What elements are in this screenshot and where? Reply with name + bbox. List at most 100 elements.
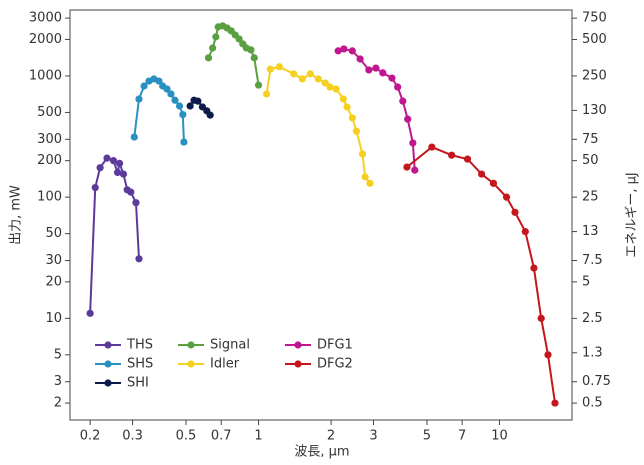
data-point: [119, 170, 128, 178]
y-tick-label: 3: [54, 374, 62, 389]
legend-label: Idler: [210, 357, 240, 372]
data-point: [356, 55, 364, 63]
y-tick-label: 500: [37, 105, 62, 120]
data-point: [179, 110, 187, 119]
y-tick-label: 1000: [29, 68, 62, 83]
series-line: [265, 65, 371, 184]
y2-tick-label: 5: [582, 274, 590, 289]
legend-label: Signal: [210, 338, 250, 353]
data-point: [463, 155, 472, 163]
legend-label: SHI: [127, 376, 149, 391]
series: [186, 96, 214, 119]
data-point: [103, 154, 111, 162]
data-point: [544, 351, 552, 359]
data-point: [86, 309, 94, 317]
data-point: [321, 79, 329, 87]
x-tick-label: 0.7: [211, 429, 232, 444]
y-tick-label: 300: [37, 132, 62, 147]
series-line: [89, 156, 140, 314]
data-point: [204, 54, 213, 62]
data-point: [521, 227, 529, 236]
y2-tick-label: 0.75: [582, 374, 611, 389]
data-point: [366, 179, 374, 187]
data-point: [365, 66, 373, 74]
series: [86, 154, 143, 317]
data-point: [209, 44, 217, 52]
y2-tick-label: 2.5: [582, 311, 603, 326]
data-point: [511, 208, 519, 216]
x-tick-label: 7: [458, 429, 466, 444]
data-point: [155, 77, 163, 85]
legend-marker: [104, 360, 112, 368]
data-point: [537, 314, 545, 322]
x-tick-label: 1: [254, 429, 262, 444]
series: [262, 63, 374, 187]
series: [403, 143, 559, 407]
data-point: [343, 103, 351, 111]
x-tick-label: 10: [491, 429, 508, 444]
x-tick-label: 2: [327, 429, 335, 444]
data-point: [194, 97, 202, 105]
x-tick-label: 5: [423, 429, 431, 444]
y-tick-label: 20: [45, 274, 62, 289]
data-point: [339, 95, 347, 103]
data-point: [167, 90, 175, 98]
series: [130, 75, 188, 146]
legend-label: DFG2: [317, 357, 353, 372]
data-point: [348, 47, 356, 55]
data-point: [298, 75, 306, 83]
y2-tick-label: 75: [582, 132, 599, 147]
series: [204, 22, 263, 89]
legend-marker: [104, 379, 112, 387]
y-tick-label: 10: [45, 311, 62, 326]
y-tick-label: 2: [54, 396, 62, 411]
y2-tick-label: 500: [582, 32, 607, 47]
y2-tick-label: 750: [582, 11, 607, 26]
data-point: [127, 188, 135, 196]
data-point: [171, 96, 179, 104]
data-point: [326, 83, 334, 91]
y2-tick-label: 13: [582, 224, 599, 239]
y2-tick-label: 7.5: [582, 253, 603, 268]
data-point: [334, 47, 342, 55]
data-point: [372, 64, 380, 72]
data-point: [235, 35, 243, 43]
data-point: [175, 102, 184, 110]
data-point: [358, 150, 367, 158]
data-point: [314, 75, 322, 83]
data-point: [502, 193, 511, 201]
data-point: [254, 81, 263, 89]
y-tick-label: 3000: [29, 11, 62, 26]
x-tick-label: 0.3: [122, 429, 143, 444]
data-point: [306, 70, 314, 78]
data-point: [109, 157, 118, 165]
data-point: [388, 74, 396, 82]
data-point: [212, 33, 220, 41]
data-point: [403, 163, 411, 171]
data-point: [186, 102, 194, 110]
data-point: [394, 83, 402, 91]
data-point: [91, 183, 99, 192]
data-point: [530, 264, 538, 272]
data-point: [140, 82, 148, 90]
data-point: [163, 85, 171, 93]
data-point: [411, 166, 419, 174]
x-tick-label: 0.2: [80, 429, 101, 444]
data-point: [428, 143, 436, 151]
data-point: [290, 70, 298, 78]
y-tick-label: 2000: [29, 32, 62, 47]
y-tick-label: 100: [37, 190, 62, 205]
data-point: [489, 179, 498, 187]
data-point: [448, 151, 456, 159]
y-tick-label: 30: [45, 253, 62, 268]
legend-box: [88, 334, 378, 396]
y-tick-label: 50: [45, 226, 62, 241]
legend-marker: [294, 360, 302, 368]
y2-tick-label: 25: [582, 190, 599, 205]
data-point: [135, 255, 143, 263]
data-point: [340, 45, 348, 53]
legend-label: SHS: [127, 357, 153, 372]
y2-tick-label: 1.3: [582, 345, 603, 360]
data-point: [332, 85, 340, 93]
